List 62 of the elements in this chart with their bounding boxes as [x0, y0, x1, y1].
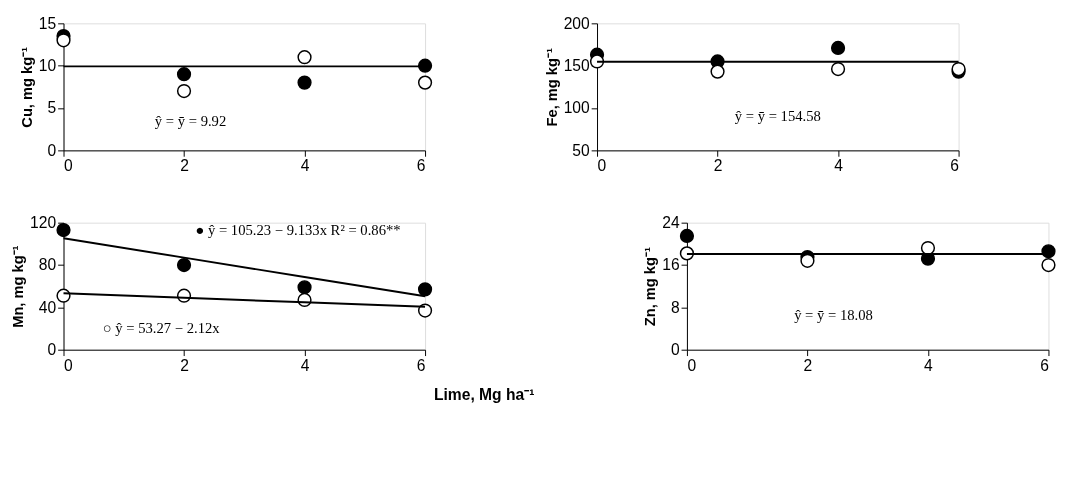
x-tick-label: 0: [64, 356, 73, 374]
x-tick-label: 2: [713, 157, 723, 175]
x-tick-label: 6: [1040, 356, 1049, 374]
point: [679, 228, 695, 244]
point: [297, 75, 312, 90]
x-tick-label: 4: [834, 157, 844, 175]
y-tick-label: 40: [38, 298, 57, 316]
point: [56, 33, 71, 48]
y-tick-label: 200: [563, 14, 591, 32]
annotation: ŷ = ȳ = 18.08: [794, 307, 873, 324]
x-tick-label: 2: [180, 356, 189, 374]
point: [56, 288, 71, 303]
y-tick-label: 10: [38, 57, 57, 75]
y-tick-label: 16: [662, 256, 680, 274]
point: [297, 280, 312, 295]
y-tick-label: 0: [47, 341, 57, 359]
x-axis-title: Lime, Mg ha⁻¹: [433, 386, 535, 404]
annotation: ● ŷ = 105.23 − 9.133x R² = 0.86**: [195, 222, 401, 239]
x-tick-label: 4: [924, 356, 934, 374]
x-tick-label: 6: [950, 157, 960, 175]
y-tick-label: 80: [38, 256, 57, 274]
y-axis-title: Zn, mg kg⁻¹: [642, 247, 659, 327]
point: [417, 282, 433, 297]
y-tick-label: 0: [670, 341, 680, 359]
y-axis-title: Fe, mg kg⁻¹: [543, 48, 560, 127]
y-axis-title: Mn, mg kg⁻¹: [10, 245, 27, 328]
y-tick-label: 100: [563, 99, 591, 117]
y-tick-label: 120: [30, 214, 57, 232]
x-tick-label: 2: [803, 356, 813, 374]
point: [56, 222, 71, 238]
annotation: ○ ŷ = 53.27 − 2.12x: [102, 320, 221, 337]
x-tick-label: 0: [687, 356, 697, 374]
point: [417, 58, 433, 73]
x-tick-label: 6: [416, 356, 426, 374]
x-tick-label: 4: [300, 157, 310, 175]
point: [176, 67, 192, 82]
y-axis-title: Cu, mg kg⁻¹: [18, 46, 35, 128]
point: [1041, 244, 1056, 259]
x-tick-label: 6: [416, 157, 426, 175]
y-tick-label: 0: [47, 141, 57, 159]
point: [830, 40, 846, 55]
y-tick-label: 15: [38, 14, 57, 32]
point: [176, 83, 192, 99]
y-tick-label: 50: [572, 141, 591, 159]
y-tick-label: 150: [563, 57, 591, 75]
point: [679, 246, 695, 261]
point: [417, 303, 433, 318]
annotation: ŷ = ȳ = 9.92: [154, 112, 227, 129]
y-tick-label: 5: [47, 99, 57, 117]
point: [1041, 257, 1056, 273]
point: [710, 64, 725, 79]
point: [176, 257, 192, 273]
point: [297, 50, 312, 65]
point: [417, 75, 433, 90]
x-tick-label: 2: [180, 157, 189, 175]
x-tick-label: 0: [64, 157, 73, 175]
point: [830, 61, 846, 77]
x-tick-label: 0: [597, 157, 607, 175]
annotation: ŷ = ȳ = 154.58: [734, 108, 821, 125]
y-tick-label: 8: [670, 298, 680, 316]
x-tick-label: 4: [300, 356, 310, 374]
y-tick-label: 24: [662, 214, 680, 232]
